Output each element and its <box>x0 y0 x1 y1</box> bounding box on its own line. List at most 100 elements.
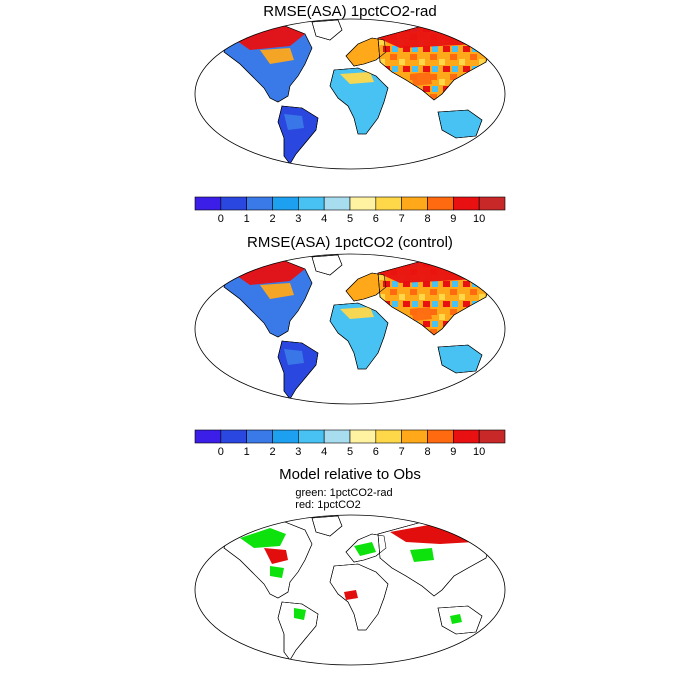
map-border <box>194 18 506 170</box>
colorbar-box <box>298 429 325 444</box>
colorbar-box <box>349 429 377 444</box>
colorbar-box <box>478 196 506 211</box>
colorbar-tick-label: 0 <box>218 213 224 225</box>
europe-coastline <box>345 272 387 302</box>
colorbar-box <box>375 196 402 211</box>
colorbar-box <box>453 429 480 444</box>
colorbar-box <box>401 196 428 211</box>
panel-3-legend-red: red: 1pctCO2 <box>295 499 361 511</box>
colorbar-box <box>272 429 299 444</box>
field-patch <box>284 114 304 130</box>
colorbar-tick-label: 9 <box>450 213 456 225</box>
greenland-coastline <box>311 19 343 41</box>
colorbar-box <box>401 429 428 444</box>
colorbar-tick-label: 8 <box>424 213 430 225</box>
field-patch <box>230 259 305 285</box>
colorbar-box <box>246 196 273 211</box>
colorbar-box <box>220 196 247 211</box>
colorbar-tick-label: 1 <box>244 446 250 458</box>
colorbar-tick-label: 8 <box>424 446 430 458</box>
field-patch <box>240 528 286 548</box>
africa-coastline <box>329 67 389 135</box>
colorbar-tick-label: 4 <box>321 446 327 458</box>
europe-coastline <box>345 533 387 563</box>
greenland-coastline <box>311 515 343 537</box>
colorbar-tick-label: 6 <box>373 446 379 458</box>
colorbar-tick-label: 9 <box>450 446 456 458</box>
africa-coastline <box>329 563 389 631</box>
colorbar-tick-label: 5 <box>347 213 353 225</box>
field-patch <box>450 614 462 624</box>
africa-coastline <box>329 302 389 370</box>
panel-3-legend-green: green: 1pctCO2-rad <box>295 487 393 499</box>
colorbar-box <box>478 429 506 444</box>
colorbar-box <box>194 196 222 211</box>
map-panel-1 <box>194 18 506 170</box>
colorbar-box <box>323 429 351 444</box>
map-land-group <box>195 254 505 404</box>
colorbar-box <box>246 429 273 444</box>
north-america-coastline <box>223 258 313 338</box>
field-patch <box>344 590 358 600</box>
map-border <box>194 253 506 405</box>
north-america-coastline <box>223 519 313 599</box>
colorbar-box <box>298 196 325 211</box>
australia-coastline <box>437 344 483 374</box>
colorbar-tick-label: 5 <box>347 446 353 458</box>
colorbar-tick-label: 3 <box>295 446 301 458</box>
panel-3-title: Model relative to Obs <box>279 466 421 483</box>
south-america-coastline <box>277 601 319 661</box>
colorbar-box <box>220 429 247 444</box>
map-land-group <box>195 515 505 665</box>
field-patch <box>284 349 304 365</box>
colorbar-box <box>453 196 480 211</box>
colorbar-box <box>323 196 351 211</box>
australia-coastline <box>437 605 483 635</box>
field-patch <box>294 608 306 620</box>
colorbar-box <box>194 429 222 444</box>
colorbar-box <box>427 196 454 211</box>
map-land-group <box>195 19 505 169</box>
field-patch <box>264 548 288 564</box>
field-patch <box>270 566 284 578</box>
colorbar-box <box>272 196 299 211</box>
colorbar-tick-label: 10 <box>473 446 485 458</box>
field-patch <box>354 542 376 556</box>
colorbar-box <box>427 429 454 444</box>
map-panel-2 <box>194 253 506 405</box>
colorbar-tick-label: 2 <box>269 213 275 225</box>
colorbar-tick-label: 3 <box>295 213 301 225</box>
field-patch <box>340 307 374 319</box>
colorbar-box <box>375 429 402 444</box>
colorbar-tick-label: 7 <box>399 446 405 458</box>
panel-1-title: RMSE(ASA) 1pctCO2-rad <box>263 3 437 20</box>
field-patch <box>410 548 434 562</box>
panel-2-title: RMSE(ASA) 1pctCO2 (control) <box>247 234 453 251</box>
field-patch <box>260 283 294 299</box>
greenland-coastline <box>311 254 343 276</box>
map-panel-3 <box>194 514 506 666</box>
field-patch <box>410 307 432 321</box>
europe-coastline <box>345 37 387 67</box>
colorbar-tick-label: 2 <box>269 446 275 458</box>
field-patch <box>340 72 374 84</box>
field-patch <box>410 72 432 86</box>
colorbar-tick-label: 0 <box>218 446 224 458</box>
colorbar-tick-label: 7 <box>399 213 405 225</box>
colorbar-1: 0 1 2 3 4 5 6 7 8 9 10 <box>194 196 506 225</box>
south-america-coastline <box>277 340 319 400</box>
field-patch <box>230 24 305 50</box>
australia-coastline <box>437 109 483 139</box>
field-patch <box>260 48 294 64</box>
north-america-coastline <box>223 23 313 103</box>
south-america-coastline <box>277 105 319 165</box>
colorbar-tick-label: 10 <box>473 213 485 225</box>
colorbar-2: 0 1 2 3 4 5 6 7 8 9 10 <box>194 429 506 458</box>
colorbar-tick-label: 4 <box>321 213 327 225</box>
colorbar-box <box>349 196 377 211</box>
map-border <box>194 514 506 666</box>
colorbar-tick-label: 1 <box>244 213 250 225</box>
colorbar-tick-label: 6 <box>373 213 379 225</box>
